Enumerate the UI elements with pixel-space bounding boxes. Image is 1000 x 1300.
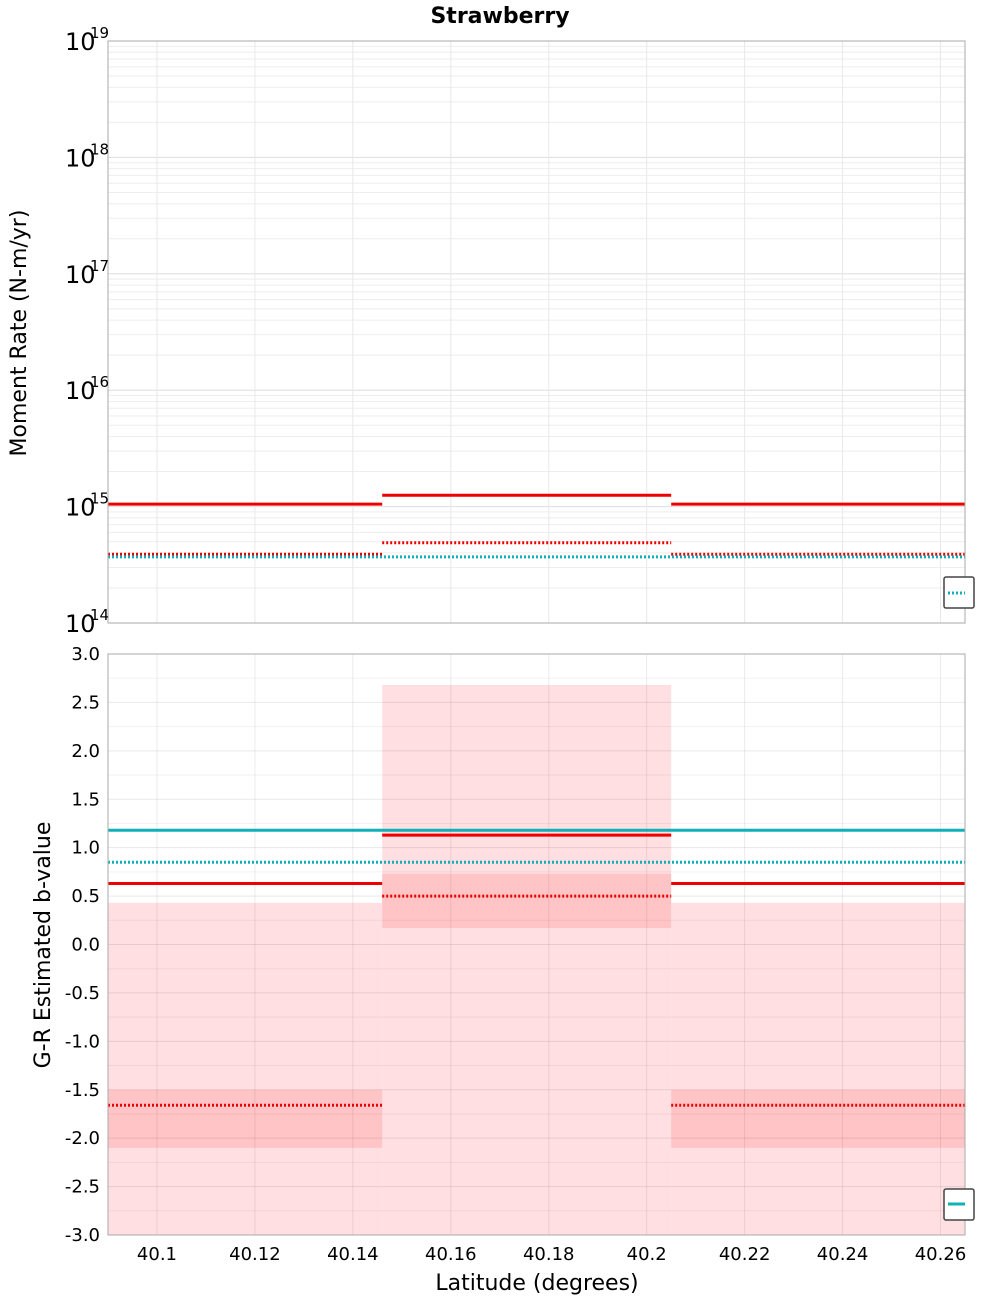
y-tick-label: 0.5 xyxy=(71,886,100,907)
x-tick-label: 40.16 xyxy=(425,1244,477,1265)
y-tick-label-base: 10 xyxy=(65,494,96,522)
top-y-axis-label: Moment Rate (N-m/yr) xyxy=(7,210,32,457)
confidence-bands xyxy=(108,684,965,1235)
x-tick-label: 40.12 xyxy=(229,1244,281,1265)
y-tick-label: -1.5 xyxy=(65,1080,100,1101)
chart-title: Strawberry xyxy=(430,4,569,29)
y-tick-label-exponent: 18 xyxy=(90,140,109,158)
x-tick-label: 40.14 xyxy=(327,1244,379,1265)
y-tick-label-exponent: 14 xyxy=(90,606,109,624)
top-grid xyxy=(108,41,965,624)
bottom-y-axis-label: G-R Estimated b-value xyxy=(31,822,56,1069)
b-value-panel: -3.0 -2.5 -2.0 -1.5 -1.0 -0.5 0.0 0.5 1.0 1.5 2.0 2… xyxy=(31,644,975,1296)
x-tick-label: 40.2 xyxy=(627,1244,667,1265)
bottom-y-tick-labels: -3.0 -2.5 -2.0 -1.5 -1.0 -0.5 0.0 0.5 1.0 1.5 2.0 2… xyxy=(65,644,100,1246)
confidence-band xyxy=(108,1089,383,1148)
series-line-red-solid xyxy=(108,833,965,885)
y-tick-label: 2.5 xyxy=(71,692,100,713)
bottom-series xyxy=(108,828,965,1107)
bottom-legend xyxy=(943,1188,975,1221)
bottom-grid xyxy=(108,653,965,1236)
y-tick-label: -1.0 xyxy=(65,1031,100,1052)
confidence-band xyxy=(671,902,965,1235)
y-tick-label-exponent: 17 xyxy=(90,257,109,275)
y-tick-label-exponent: 15 xyxy=(90,490,109,508)
y-tick-label: 0.0 xyxy=(71,935,100,956)
y-tick-label: 2.0 xyxy=(71,741,100,762)
confidence-band xyxy=(671,1089,965,1148)
y-tick-label-base: 10 xyxy=(65,28,96,56)
y-tick-label-base: 10 xyxy=(65,261,96,289)
y-tick-label-exponent: 16 xyxy=(90,373,109,391)
bottom-plot-frame xyxy=(107,653,966,1236)
y-tick-label: -2.5 xyxy=(65,1177,100,1198)
x-tick-label: 40.1 xyxy=(137,1244,177,1265)
legend-box xyxy=(943,576,975,609)
top-legend xyxy=(943,576,975,609)
x-tick-label: 40.18 xyxy=(523,1244,575,1265)
y-tick-label-base: 10 xyxy=(65,144,96,172)
series-line-red-solid xyxy=(108,493,965,506)
y-tick-label: -3.0 xyxy=(65,1225,100,1246)
top-series xyxy=(108,493,965,559)
y-tick-label: 1.0 xyxy=(71,838,100,859)
y-tick-label-base: 10 xyxy=(65,610,96,638)
y-tick-label: -2.0 xyxy=(65,1128,100,1149)
x-tick-labels: 40.1 40.12 40.14 40.16 40.18 40.2 40.22 40.24 40… xyxy=(137,1244,966,1265)
x-tick-label: 40.26 xyxy=(915,1244,967,1265)
x-axis-label: Latitude (degrees) xyxy=(435,1271,638,1296)
y-tick-label-exponent: 19 xyxy=(90,24,109,42)
y-tick-label: 3.0 xyxy=(71,644,100,665)
y-tick-label-base: 10 xyxy=(65,377,96,405)
x-tick-label: 40.22 xyxy=(719,1244,771,1265)
series-line-red-dotted xyxy=(108,541,965,556)
confidence-band xyxy=(382,684,672,1235)
y-tick-label: -0.5 xyxy=(65,983,100,1004)
top-plot-frame xyxy=(107,40,966,624)
confidence-band xyxy=(108,902,383,1235)
y-tick-label: 1.5 xyxy=(71,789,100,810)
confidence-band xyxy=(382,873,672,929)
x-tick-label: 40.24 xyxy=(817,1244,869,1265)
